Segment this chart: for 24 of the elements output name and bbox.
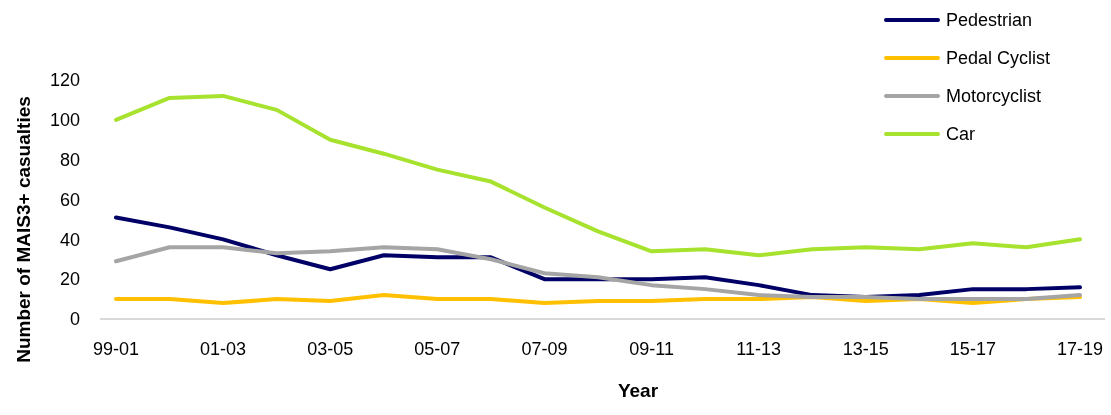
x-tick-label: 05-07: [414, 339, 461, 359]
x-tick-label: 17-19: [1056, 339, 1104, 359]
y-tick-label: 100: [49, 110, 80, 131]
x-tick-label: 15-17: [949, 339, 996, 359]
x-tick-label: 03-05: [307, 339, 354, 359]
line-series: [114, 245, 1082, 302]
x-axis-title: Year: [617, 380, 659, 401]
y-tick-label: 80: [59, 149, 80, 170]
x-tick-label: 07-09: [521, 339, 568, 359]
x-tick-label: 13-15: [842, 339, 889, 359]
x-tick-label: 11-13: [736, 339, 782, 359]
y-axis-title: Number of MAIS3+ casualties: [13, 96, 34, 363]
y-tick-label: 60: [59, 189, 80, 210]
x-tick-label: 01-03: [200, 339, 247, 359]
y-tick-label: 40: [59, 229, 80, 250]
legend-label: Pedal Cyclist: [946, 48, 1051, 69]
legend-label: Motorcyclist: [946, 86, 1042, 107]
legend-label: Pedestrian: [946, 10, 1033, 31]
y-tick-label: 0: [69, 309, 80, 330]
y-tick-label: 20: [59, 269, 80, 290]
y-tick-label: 120: [49, 70, 80, 91]
x-tick-label: 09-11: [629, 339, 674, 359]
legend-label: Car: [946, 124, 976, 145]
x-tick-label: 99-01: [92, 339, 140, 359]
